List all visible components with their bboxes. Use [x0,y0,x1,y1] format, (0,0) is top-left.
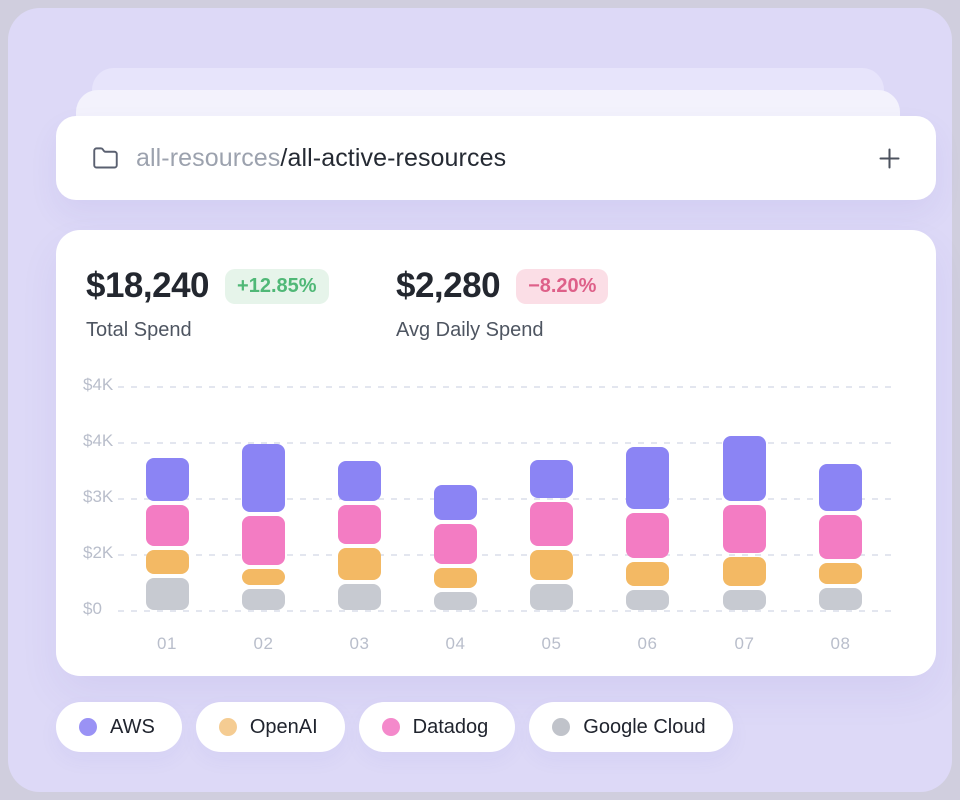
bar-segment-aws [145,458,189,501]
bar-segment-google-cloud [819,588,862,610]
bar-segment-openai [626,562,669,586]
bar-segment-datadog [338,505,381,544]
breadcrumb-current: /all-active-resources [280,143,507,172]
x-axis-tick-label: 01 [157,634,177,653]
legend-pill-aws[interactable]: AWS [56,702,182,752]
plus-icon [878,147,900,169]
x-axis-tick-label: 08 [830,634,851,653]
bar-segment-openai [530,550,573,580]
bar-segment-google-cloud [145,578,189,610]
y-axis-tick-label: $2K [83,543,114,563]
spend-chart-card: $18,240 +12.85% Total Spend $2,280 −8.20… [56,230,936,676]
bar-segment-google-cloud [338,584,381,610]
app-panel: all-resources/all-active-resources $18,2… [8,8,952,792]
bar-segment-aws [242,444,285,512]
bar-segment-datadog [723,505,766,553]
legend-label-datadog: Datadog [412,715,489,738]
bar-segment-aws [338,461,381,501]
stat-avg-daily-spend: $2,280 −8.20% Avg Daily Spend [396,266,609,342]
avg-daily-spend-value: $2,280 [396,266,501,305]
x-axis-tick-label: 05 [541,634,562,653]
bar-column-04[interactable] [434,485,477,610]
bar-segment-openai [145,550,189,574]
bar-segment-datadog [626,513,669,558]
add-resource-button[interactable] [872,141,906,175]
avg-daily-spend-delta-badge: −8.20% [516,268,609,304]
bar-segment-openai [819,563,862,584]
bar-segment-openai [434,568,477,588]
bar-column-08[interactable] [819,464,862,610]
gridline [118,386,896,388]
bar-segment-google-cloud [626,590,669,610]
datadog-color-dot [381,718,400,736]
total-spend-delta-badge: +12.85% [225,268,329,304]
bar-column-06[interactable] [626,447,669,610]
bar-segment-datadog [145,505,189,546]
bar-segment-datadog [434,524,477,564]
stat-total-spend: $18,240 +12.85% Total Spend [86,266,329,342]
bar-segment-google-cloud [242,589,285,610]
bar-segment-aws [530,460,573,498]
total-spend-value: $18,240 [86,266,210,305]
legend-label-google-cloud: Google Cloud [583,715,706,738]
breadcrumb-prefix: all-resources [136,143,281,172]
x-axis-tick-label: 06 [637,634,658,653]
bar-segment-aws [819,464,862,511]
total-spend-label: Total Spend [86,319,192,341]
bar-segment-aws [723,436,766,501]
bar-segment-openai [338,548,381,580]
bar-segment-openai [242,569,285,585]
bar-column-05[interactable] [530,460,573,610]
breadcrumb[interactable]: all-resources/all-active-resources [136,144,506,173]
bar-segment-google-cloud [723,590,766,610]
y-axis-tick-label: $0 [83,599,102,619]
bar-column-03[interactable] [338,461,381,610]
bar-segment-datadog [819,515,862,559]
gridline [118,554,896,556]
x-axis-tick-label: 03 [349,634,370,653]
gridline [118,610,896,612]
y-axis-tick-label: $4K [83,431,114,451]
aws-color-dot [79,718,97,736]
google-cloud-color-dot [552,718,571,736]
bar-segment-datadog [242,516,285,565]
bar-segment-google-cloud [530,584,573,610]
avg-daily-spend-label: Avg Daily Spend [396,319,544,341]
legend-pill-datadog[interactable]: Datadog [358,702,516,752]
openai-color-dot [218,718,237,736]
chart-legend: AWS OpenAI Datadog Google Cloud [56,702,733,752]
bar-segment-datadog [530,502,573,546]
bar-column-01[interactable] [145,458,189,610]
folder-icon [92,145,119,172]
bar-segment-openai [723,557,766,586]
bar-column-02[interactable] [242,444,285,610]
y-axis-tick-label: $3K [83,487,114,507]
resource-path-bar: all-resources/all-active-resources [56,116,936,200]
x-axis-tick-label: 07 [734,634,755,653]
y-axis-tick-label: $4K [83,375,114,395]
gridline [118,498,896,500]
bar-segment-aws [626,447,669,509]
x-axis-tick-label: 04 [445,634,466,653]
gridline [118,442,896,444]
legend-label-openai: OpenAI [249,715,318,738]
stacked-bar-chart: $4K $4K $3K $2K $0 01 02 03 04 05 06 07 08 [56,230,936,676]
legend-pill-openai[interactable]: OpenAI [195,702,345,752]
bar-column-07[interactable] [723,436,766,610]
bar-segment-google-cloud [434,592,477,610]
bar-segment-aws [434,485,477,520]
legend-label-aws: AWS [110,715,155,738]
x-axis-tick-label: 02 [253,634,274,653]
legend-pill-google-cloud[interactable]: Google Cloud [529,702,733,752]
